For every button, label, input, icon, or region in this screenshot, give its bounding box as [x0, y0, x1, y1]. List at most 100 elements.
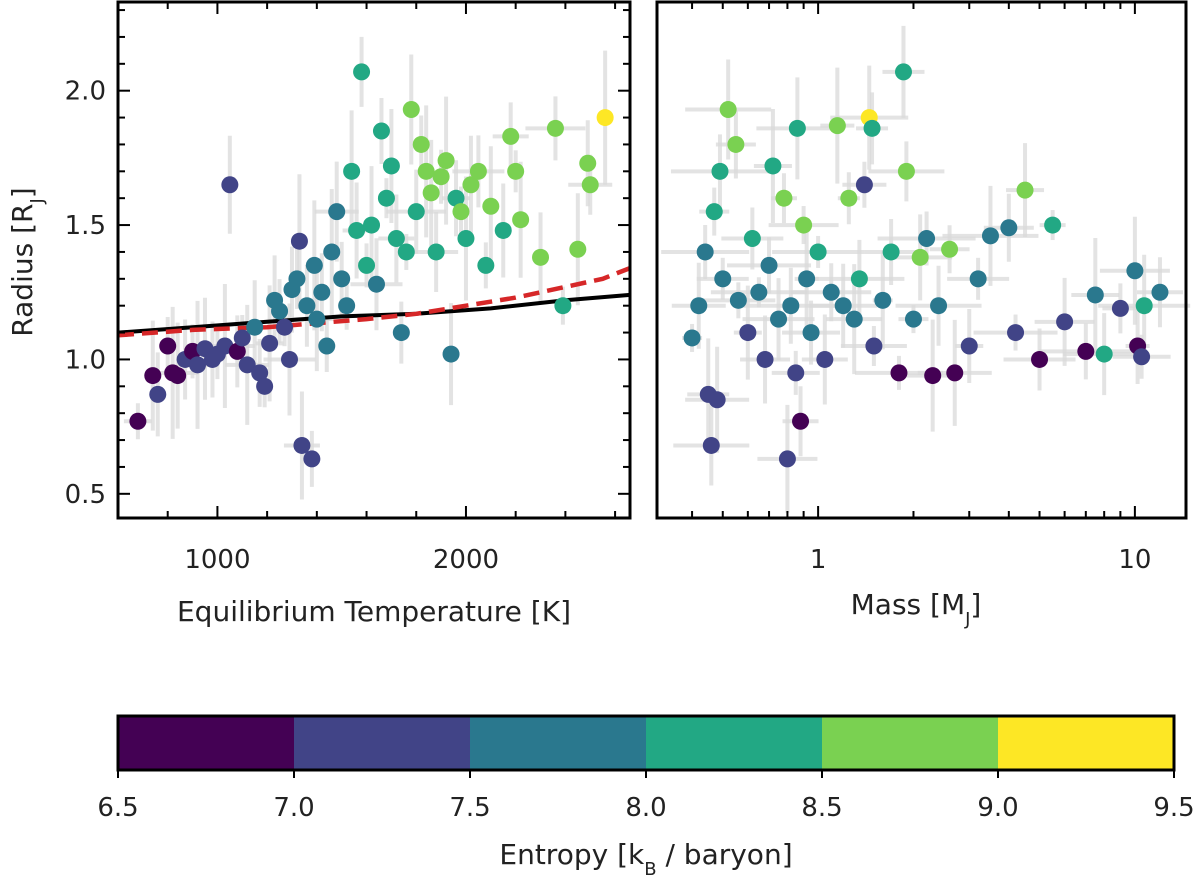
right-data-point [882, 243, 900, 261]
right-x-tick-label: 1 [810, 545, 827, 575]
left-data-point [417, 162, 435, 180]
right-data-point [775, 189, 793, 207]
right-data-point [770, 310, 788, 328]
left-data-point [308, 310, 326, 328]
right-x-tick-label: 10 [1118, 545, 1151, 575]
left-data-point [298, 297, 316, 315]
right-data-point [705, 203, 723, 221]
right-panel: 1 10 Mass [MJ] [655, 0, 1191, 630]
right-data-point [822, 283, 840, 301]
left-data-points [129, 63, 614, 468]
left-data-point [246, 318, 264, 336]
right-data-point [1086, 286, 1104, 304]
right-data-point [788, 119, 806, 137]
left-data-point [397, 243, 415, 261]
right-data-point [1126, 262, 1144, 280]
right-plot-frame [655, 0, 1188, 520]
left-data-point [447, 189, 465, 207]
right-data-point [802, 324, 820, 342]
left-data-point [392, 324, 410, 342]
left-data-point [271, 302, 289, 320]
right-data-point [865, 337, 883, 355]
left-data-point [422, 184, 440, 202]
left-y-tick-label: 1.5 [65, 211, 106, 241]
left-data-point [256, 377, 274, 395]
left-data-point [261, 334, 279, 352]
colorbar-tick-label: 7.0 [273, 793, 314, 823]
right-data-point [930, 297, 948, 315]
right-data-point [1000, 219, 1018, 237]
right-data-point [874, 291, 892, 309]
left-ticks: 1000 2000 0.5 1.0 1.5 2.0 [65, 2, 1186, 575]
left-data-point [238, 356, 256, 374]
right-data-point [683, 329, 701, 347]
left-data-point [305, 256, 323, 274]
colorbar-segment [998, 716, 1175, 770]
left-data-point [512, 211, 530, 229]
left-data-point [353, 63, 371, 81]
right-data-point [792, 412, 810, 430]
right-data-point [1077, 342, 1095, 360]
left-data-point [482, 197, 500, 215]
dashed-model-line [117, 266, 631, 338]
left-x-tick-label: 1000 [184, 545, 250, 575]
left-data-point [189, 356, 207, 374]
right-data-point [764, 157, 782, 175]
right-data-point [756, 350, 774, 368]
left-y-tick-label: 2.0 [65, 77, 106, 107]
right-data-point [924, 367, 942, 385]
right-data-point [894, 63, 912, 81]
left-data-point [328, 203, 346, 221]
right-data-point [1016, 181, 1034, 199]
right-data-point [863, 119, 881, 137]
right-data-point [719, 101, 737, 118]
left-plot-background [118, 2, 630, 518]
left-data-point [338, 297, 356, 315]
left-data-point [290, 232, 308, 250]
left-x-axis-label: Equilibrium Temperature [K] [177, 595, 571, 628]
right-data-point [778, 450, 796, 468]
colorbar-segment [118, 716, 295, 770]
left-data-point [457, 230, 475, 247]
right-data-point [714, 270, 732, 288]
left-data-point [129, 412, 147, 430]
right-data-points [683, 63, 1169, 468]
colorbar-ticks: 6.5 7.0 7.5 8.0 8.5 9.0 9.5 [97, 770, 1195, 823]
left-data-point [318, 337, 336, 355]
right-data-point [1111, 299, 1129, 317]
left-data-point [452, 203, 470, 221]
left-data-point [343, 162, 361, 180]
left-data-point [348, 221, 366, 239]
left-data-point [288, 270, 306, 288]
left-data-point [323, 243, 341, 261]
right-data-point [845, 310, 863, 328]
colorbar-segment [646, 716, 823, 770]
left-data-point [293, 436, 311, 454]
left-data-point [144, 367, 162, 385]
right-data-point [911, 248, 929, 266]
right-data-point [946, 364, 964, 382]
right-data-point [782, 297, 800, 315]
left-data-point [221, 176, 239, 194]
left-data-point [554, 297, 572, 315]
left-data-point [169, 367, 187, 385]
right-data-point [1151, 283, 1169, 301]
left-data-point [546, 119, 564, 137]
right-data-point [904, 310, 922, 328]
colorbar-label: Entropy [kB / baryon] [499, 838, 792, 879]
left-data-point [233, 329, 251, 347]
left-data-point [596, 109, 614, 127]
right-data-point [828, 117, 846, 135]
left-plot-frame [116, 0, 632, 520]
colorbar-segment [470, 716, 647, 770]
right-data-point [890, 364, 908, 382]
right-x-axis-label: Mass [MJ] [851, 588, 982, 630]
colorbar-tick-label: 8.5 [801, 793, 842, 823]
left-data-point [407, 203, 425, 221]
right-data-point [1056, 313, 1074, 331]
right-data-point [739, 324, 757, 342]
colorbar-tick-label: 9.5 [1153, 793, 1194, 823]
right-data-point [969, 270, 987, 288]
right-data-point [1095, 345, 1113, 363]
left-data-point [159, 337, 177, 355]
